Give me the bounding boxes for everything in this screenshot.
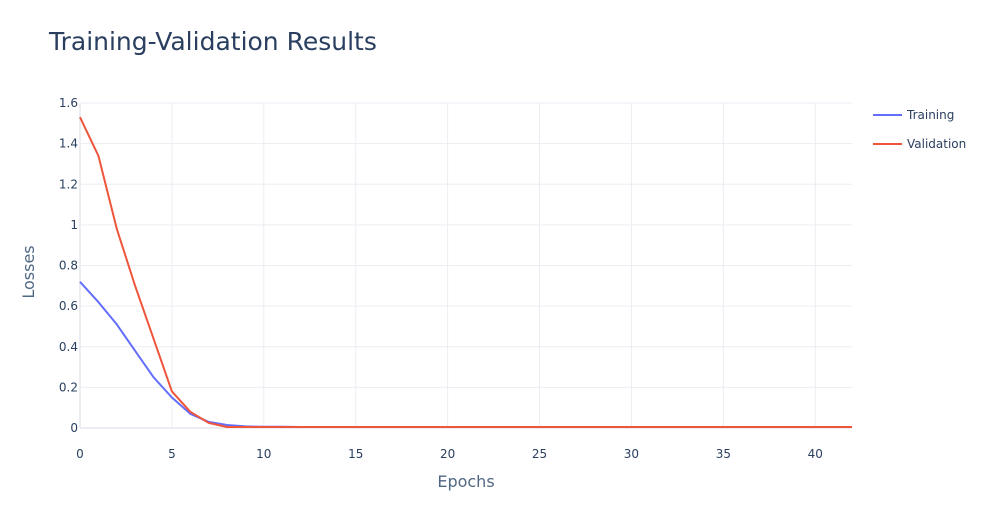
x-tick-label: 40 [808, 447, 823, 461]
y-tick-label: 0 [70, 421, 78, 435]
legend-label-validation: Validation [907, 137, 966, 151]
x-axis-ticks: 0 5 10 15 20 25 30 35 40 [76, 447, 823, 461]
y-tick-label: 1.6 [59, 96, 78, 110]
x-tick-label: 5 [168, 447, 176, 461]
legend-label-training: Training [906, 108, 954, 122]
y-tick-label: 1.2 [59, 177, 78, 191]
legend: Training Validation [873, 108, 966, 151]
grid [79, 102, 852, 429]
y-tick-label: 1 [70, 218, 78, 232]
y-tick-label: 0.2 [59, 380, 78, 394]
plot-area [79, 116, 852, 428]
series-line-validation [79, 116, 852, 428]
x-tick-label: 20 [440, 447, 455, 461]
series-line-training [79, 281, 852, 428]
y-tick-label: 0.4 [59, 340, 78, 354]
y-axis-ticks: 0 0.2 0.4 0.6 0.8 1 1.2 1.4 1.6 [59, 96, 78, 435]
chart-title: Training-Validation Results [48, 27, 377, 56]
y-tick-label: 0.8 [59, 259, 78, 273]
x-tick-label: 35 [716, 447, 731, 461]
x-tick-label: 15 [348, 447, 363, 461]
y-axis-title: Losses [19, 245, 38, 298]
x-axis-title: Epochs [437, 472, 494, 491]
x-tick-label: 10 [256, 447, 271, 461]
x-tick-label: 0 [76, 447, 84, 461]
x-tick-label: 25 [532, 447, 547, 461]
y-tick-label: 0.6 [59, 299, 78, 313]
x-tick-label: 30 [624, 447, 639, 461]
y-tick-label: 1.4 [59, 137, 78, 151]
